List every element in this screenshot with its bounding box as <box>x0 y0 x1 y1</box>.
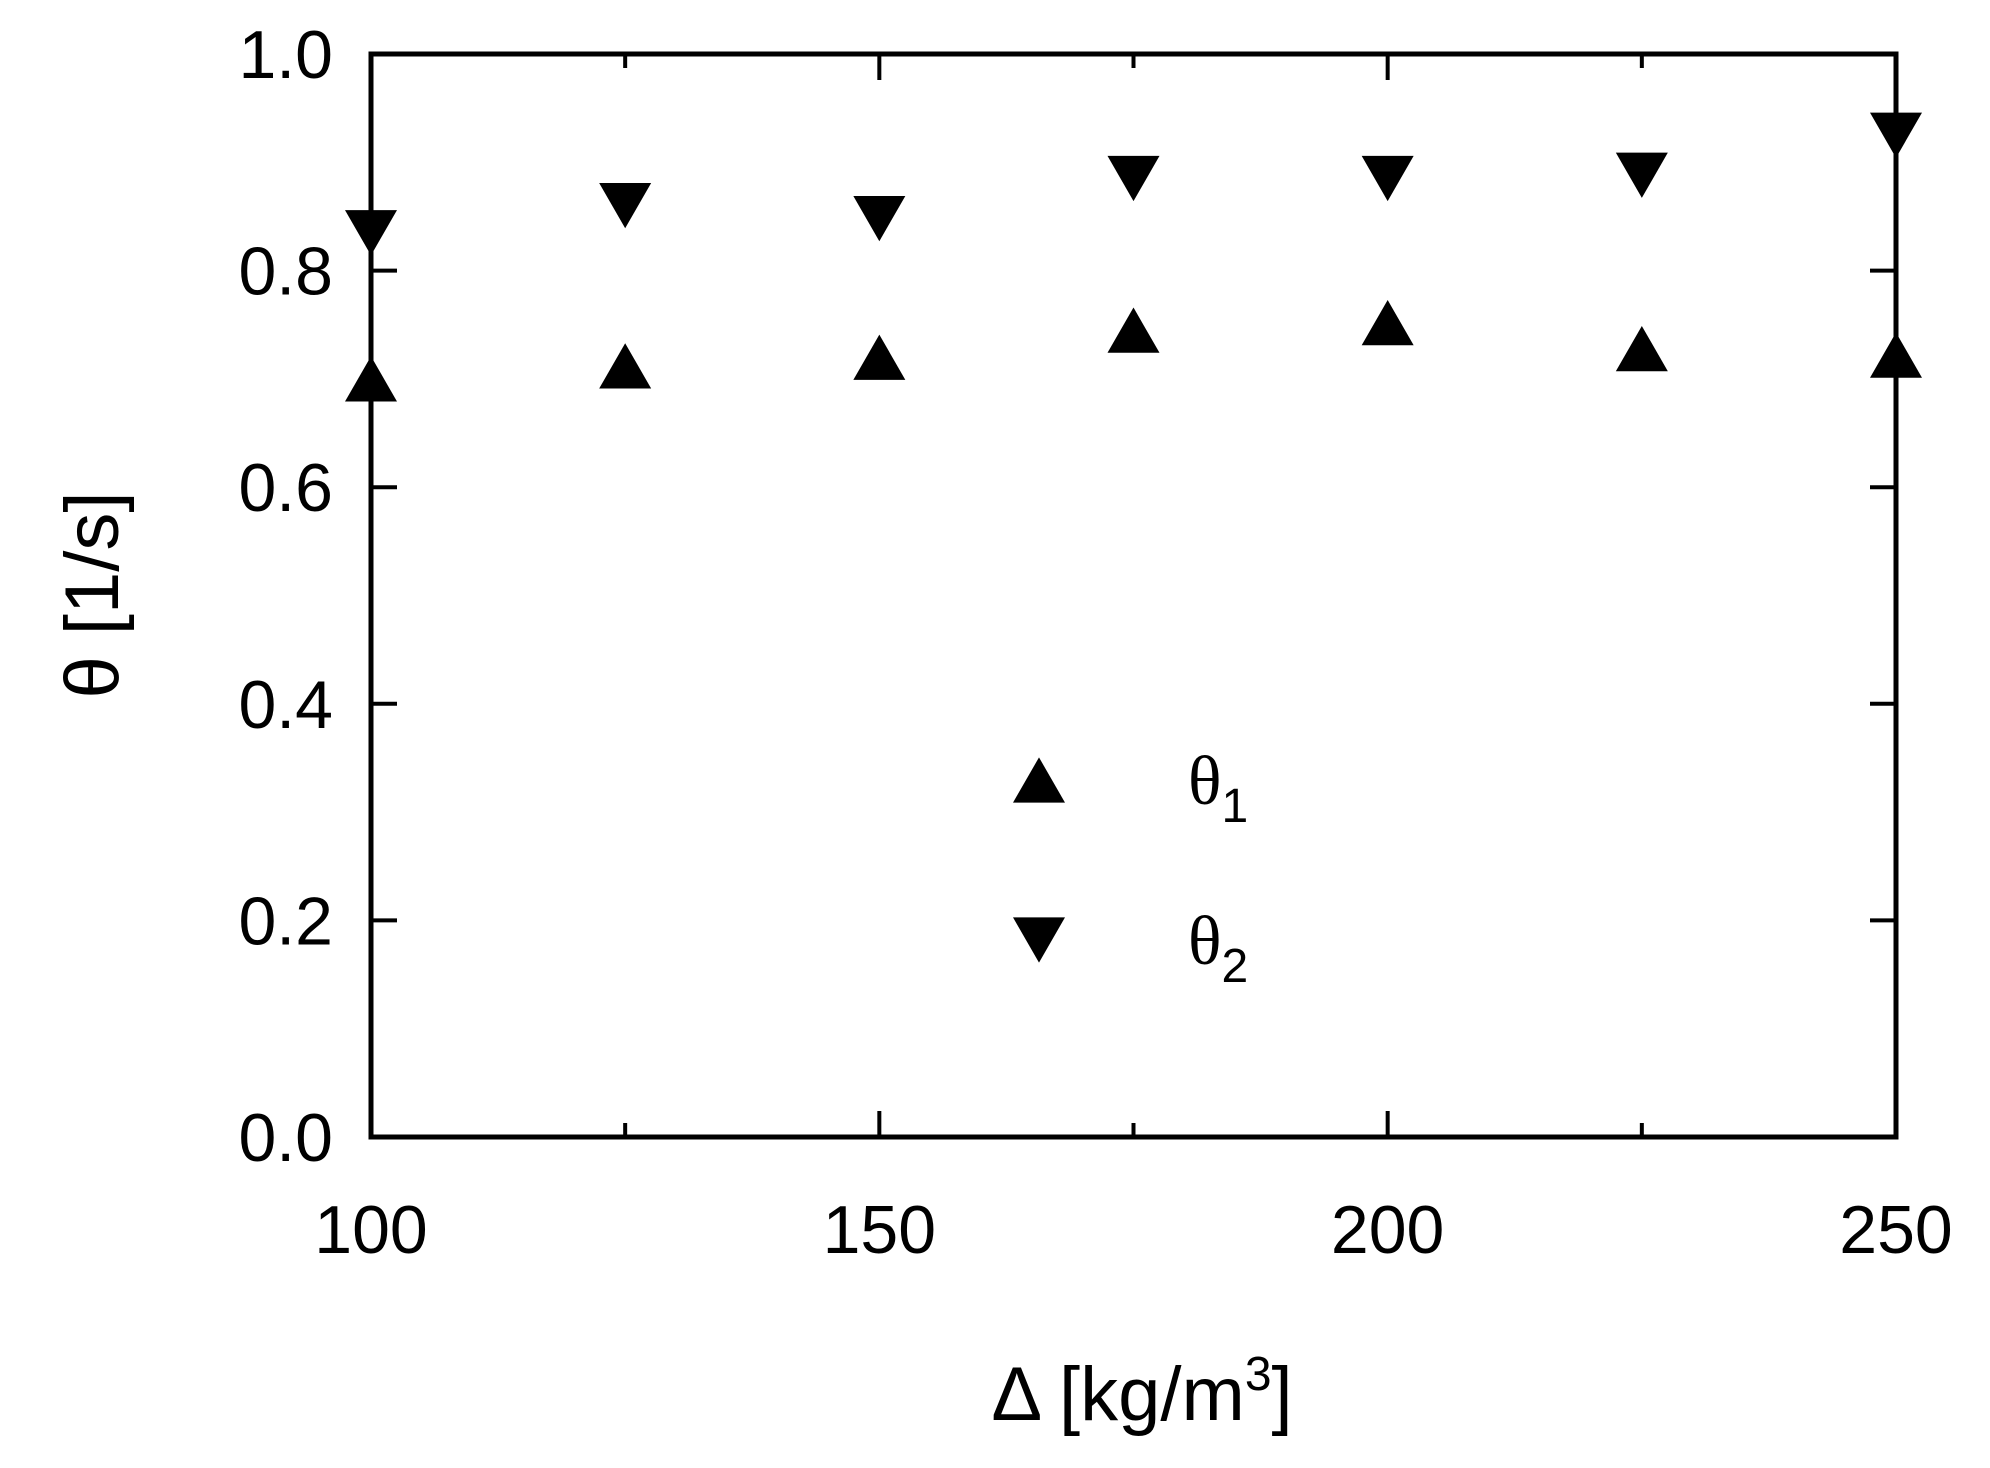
y-tick-label: 0.6 <box>238 450 333 526</box>
data-point-series-2 <box>1870 112 1922 158</box>
x-tick-label: 200 <box>1331 1192 1444 1268</box>
data-point-series-2 <box>599 183 652 229</box>
y-axis-title: θ [1/s] <box>50 492 135 699</box>
y-tick-label: 0.8 <box>238 234 333 310</box>
x-tick-label: 250 <box>1839 1192 1952 1268</box>
legend-label: θ1 <box>1188 743 1248 833</box>
data-point-series-1 <box>1361 299 1414 346</box>
data-point-series-2 <box>1361 155 1414 202</box>
data-point-series-1 <box>599 343 652 389</box>
legend-marker <box>1013 757 1065 803</box>
legend-label: θ2 <box>1188 903 1248 993</box>
data-point-series-1 <box>345 356 397 402</box>
y-tick-label: 0.2 <box>238 883 333 959</box>
data-point-series-2 <box>853 195 906 242</box>
y-tick-label: 0.4 <box>238 667 333 743</box>
data-point-series-1 <box>853 334 906 380</box>
data-point-series-1 <box>1107 307 1160 353</box>
tick-labels: 0.0 0.2 0.4 0.6 0.8 1.0 100 150 200 250 <box>238 17 1952 1268</box>
x-tick-label: 150 <box>823 1192 936 1268</box>
data-point-series-2 <box>345 210 397 256</box>
data-point-series-1 <box>1870 332 1922 378</box>
axis-ticks <box>369 52 1898 1139</box>
data-point-series-1 <box>1615 325 1668 372</box>
y-tick-label: 1.0 <box>238 17 333 93</box>
legend: θ1 θ2 <box>1013 743 1248 993</box>
x-axis-title: Δ [kg/m3] <box>991 1348 1292 1437</box>
legend-marker <box>1013 917 1065 963</box>
x-tick-label: 100 <box>314 1192 427 1268</box>
data-markers <box>345 112 1922 402</box>
plot-frame <box>368 51 1899 1140</box>
y-tick-label: 0.0 <box>238 1100 333 1176</box>
data-point-series-2 <box>1107 155 1160 202</box>
data-point-series-2 <box>1615 152 1668 198</box>
